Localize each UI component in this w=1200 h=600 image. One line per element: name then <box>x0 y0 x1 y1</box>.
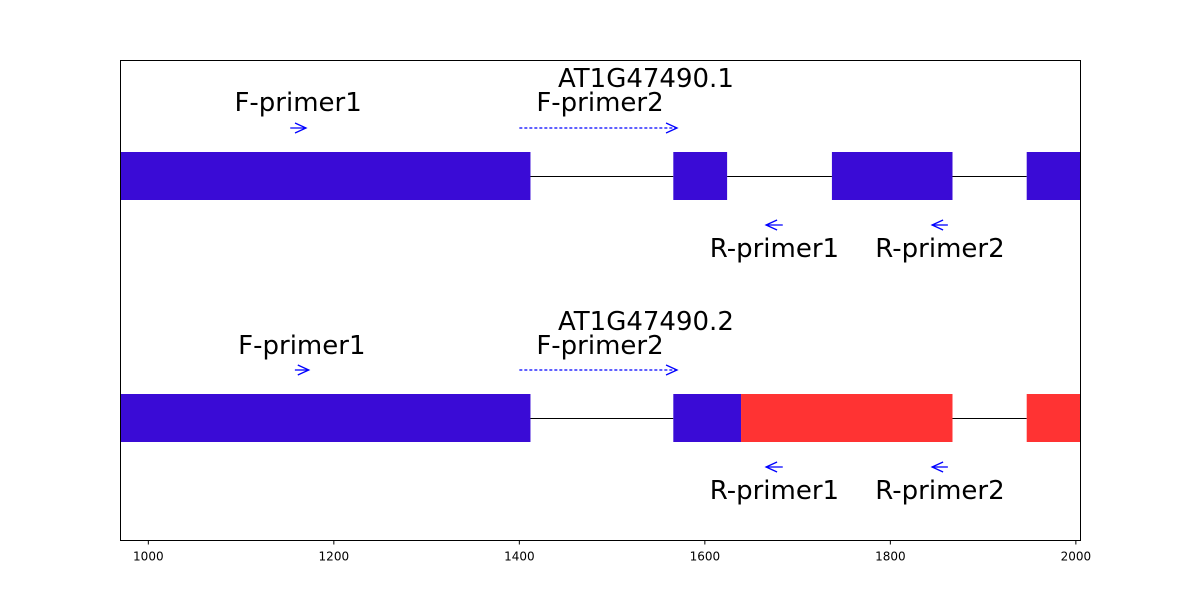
reverse-arrowhead <box>764 219 778 231</box>
axes-frame <box>120 60 1081 541</box>
reverse-primer-label: R-primer1 <box>710 234 839 264</box>
reverse-primer-label: R-primer2 <box>875 476 1004 506</box>
exon-block <box>741 394 953 442</box>
reverse-arrowhead <box>930 461 944 473</box>
transcript-title: AT1G47490.2 <box>558 307 734 337</box>
x-tick-label: 1800 <box>875 550 906 564</box>
exon-block <box>120 394 531 442</box>
transcript-title: AT1G47490.1 <box>558 64 734 94</box>
reverse-arrowhead <box>764 461 778 473</box>
exon-block <box>673 152 728 200</box>
exon-block <box>1026 152 1081 200</box>
transcript-1: AT1G47490.1 F-primer1 F-primer2 R-primer1 R-… <box>120 64 1081 264</box>
x-tick-label: 2000 <box>1061 550 1092 564</box>
reverse-primer-label: R-primer2 <box>875 234 1004 264</box>
forward-arrowhead <box>665 122 679 134</box>
x-tick-label: 1000 <box>133 550 164 564</box>
forward-primer-label: F-primer1 <box>234 88 361 118</box>
exon-block <box>120 152 531 200</box>
forward-primer-label: F-primer1 <box>238 331 365 361</box>
exon-block <box>1026 394 1081 442</box>
forward-primer-label: F-primer2 <box>536 88 663 118</box>
transcript-2: AT1G47490.2 F-primer1 F-primer2 R-primer1 R-… <box>120 307 1081 506</box>
forward-primer-label: F-primer2 <box>536 331 663 361</box>
plot-content: AT1G47490.1 F-primer1 F-primer2 R-primer1 R-… <box>120 64 1081 506</box>
forward-arrowhead <box>297 364 311 376</box>
x-tick-label: 1200 <box>319 550 350 564</box>
x-tick-label: 1400 <box>504 550 535 564</box>
x-tick-label: 1600 <box>690 550 721 564</box>
exon-block <box>673 394 742 442</box>
reverse-arrowhead <box>930 219 944 231</box>
exon-block <box>831 152 953 200</box>
reverse-primer-label: R-primer1 <box>710 476 839 506</box>
forward-arrowhead <box>665 364 679 376</box>
x-axis: 1000 1200 1400 1600 1800 2000 <box>133 540 1092 564</box>
forward-arrowhead <box>294 122 308 134</box>
